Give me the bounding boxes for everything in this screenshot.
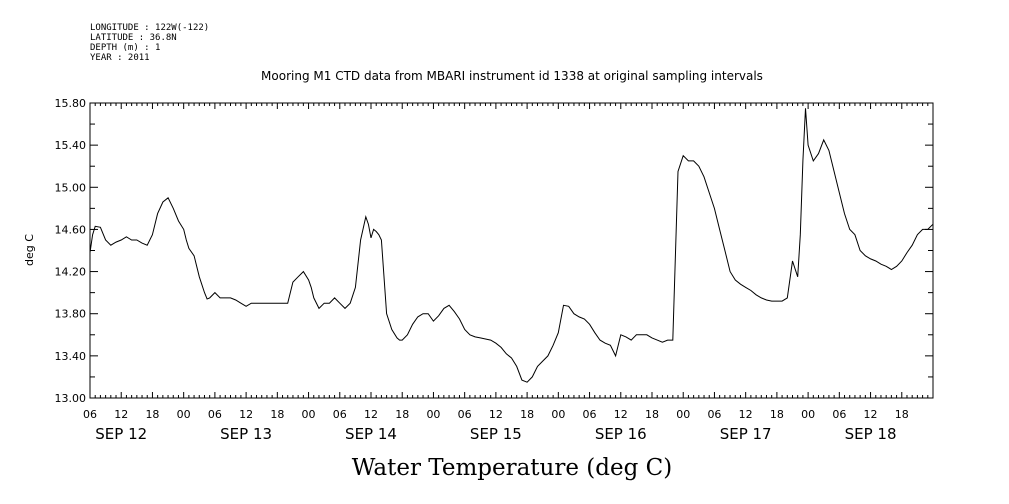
x-hour-label: 12 — [489, 408, 503, 421]
x-hour-label: 06 — [832, 408, 846, 421]
x-hour-label: 00 — [177, 408, 191, 421]
x-day-label: SEP 16 — [595, 425, 647, 443]
x-hour-label: 00 — [551, 408, 565, 421]
x-day-label: SEP 15 — [470, 425, 522, 443]
y-tick-labels: 13.00 13.40 13.80 14.20 14.60 15.00 15.40 15.80 — [55, 97, 87, 405]
x-hour-label: 06 — [458, 408, 472, 421]
y-tick-label: 13.40 — [55, 350, 87, 363]
y-tick-label: 14.60 — [55, 223, 87, 236]
axis-ticks — [89, 102, 934, 399]
x-hour-label: 00 — [426, 408, 440, 421]
x-day-labels: SEP 12 SEP 13 SEP 14 SEP 15 SEP 16 SEP 17 SEP … — [95, 425, 896, 443]
x-hour-label: 18 — [895, 408, 909, 421]
x-hour-label: 18 — [145, 408, 159, 421]
x-hour-label: 12 — [614, 408, 628, 421]
y-tick-label: 13.00 — [55, 392, 87, 405]
depth-text: DEPTH (m) : 1 — [90, 43, 160, 53]
x-axis-label: Water Temperature (deg C) — [352, 455, 672, 481]
x-hour-label: 06 — [707, 408, 721, 421]
x-day-label: SEP 17 — [720, 425, 772, 443]
x-hour-label: 18 — [520, 408, 534, 421]
x-hour-label: 00 — [676, 408, 690, 421]
x-hour-label: 18 — [270, 408, 284, 421]
x-day-label: SEP 12 — [95, 425, 147, 443]
x-hour-label: 06 — [208, 408, 222, 421]
y-axis-label: deg C — [23, 234, 36, 266]
x-hour-label: 18 — [395, 408, 409, 421]
x-hour-label: 12 — [114, 408, 128, 421]
x-hour-label: 00 — [302, 408, 316, 421]
header-info: LONGITUDE : 122W(-122) LATITUDE : 36.8N … — [90, 23, 209, 63]
plot-frame — [89, 102, 934, 399]
year-text: YEAR : 2011 — [90, 53, 150, 63]
x-day-label: SEP 13 — [220, 425, 272, 443]
x-hour-labels: 06 12 18 00 06 12 18 00 06 12 18 00 06 12 18 00 06 12 18 00… — [83, 408, 909, 421]
x-hour-label: 18 — [770, 408, 784, 421]
x-hour-label: 12 — [864, 408, 878, 421]
y-tick-label: 14.20 — [55, 266, 87, 279]
latitude-text: LATITUDE : 36.8N — [90, 33, 177, 43]
x-hour-label: 06 — [333, 408, 347, 421]
x-hour-label: 06 — [83, 408, 97, 421]
longitude-text: LONGITUDE : 122W(-122) — [90, 23, 209, 33]
x-hour-label: 00 — [801, 408, 815, 421]
y-tick-label: 15.00 — [55, 181, 87, 194]
x-hour-label: 06 — [583, 408, 597, 421]
x-hour-label: 12 — [364, 408, 378, 421]
chart-title: Mooring M1 CTD data from MBARI instrumen… — [261, 69, 763, 83]
y-tick-label: 15.40 — [55, 139, 87, 152]
x-hour-label: 12 — [739, 408, 753, 421]
x-hour-label: 18 — [645, 408, 659, 421]
y-tick-label: 15.80 — [55, 97, 87, 110]
y-tick-label: 13.80 — [55, 308, 87, 321]
x-hour-label: 12 — [239, 408, 253, 421]
x-day-label: SEP 18 — [845, 425, 897, 443]
temperature-series-line — [89, 108, 934, 383]
x-day-label: SEP 14 — [345, 425, 397, 443]
